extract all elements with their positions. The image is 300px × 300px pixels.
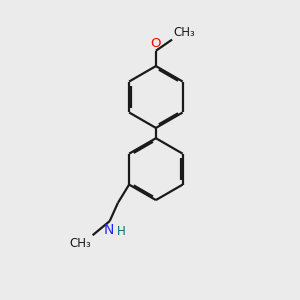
Text: CH₃: CH₃: [173, 26, 195, 39]
Text: CH₃: CH₃: [69, 237, 91, 250]
Text: H: H: [117, 225, 126, 238]
Text: O: O: [151, 37, 161, 50]
Text: N: N: [103, 223, 114, 237]
